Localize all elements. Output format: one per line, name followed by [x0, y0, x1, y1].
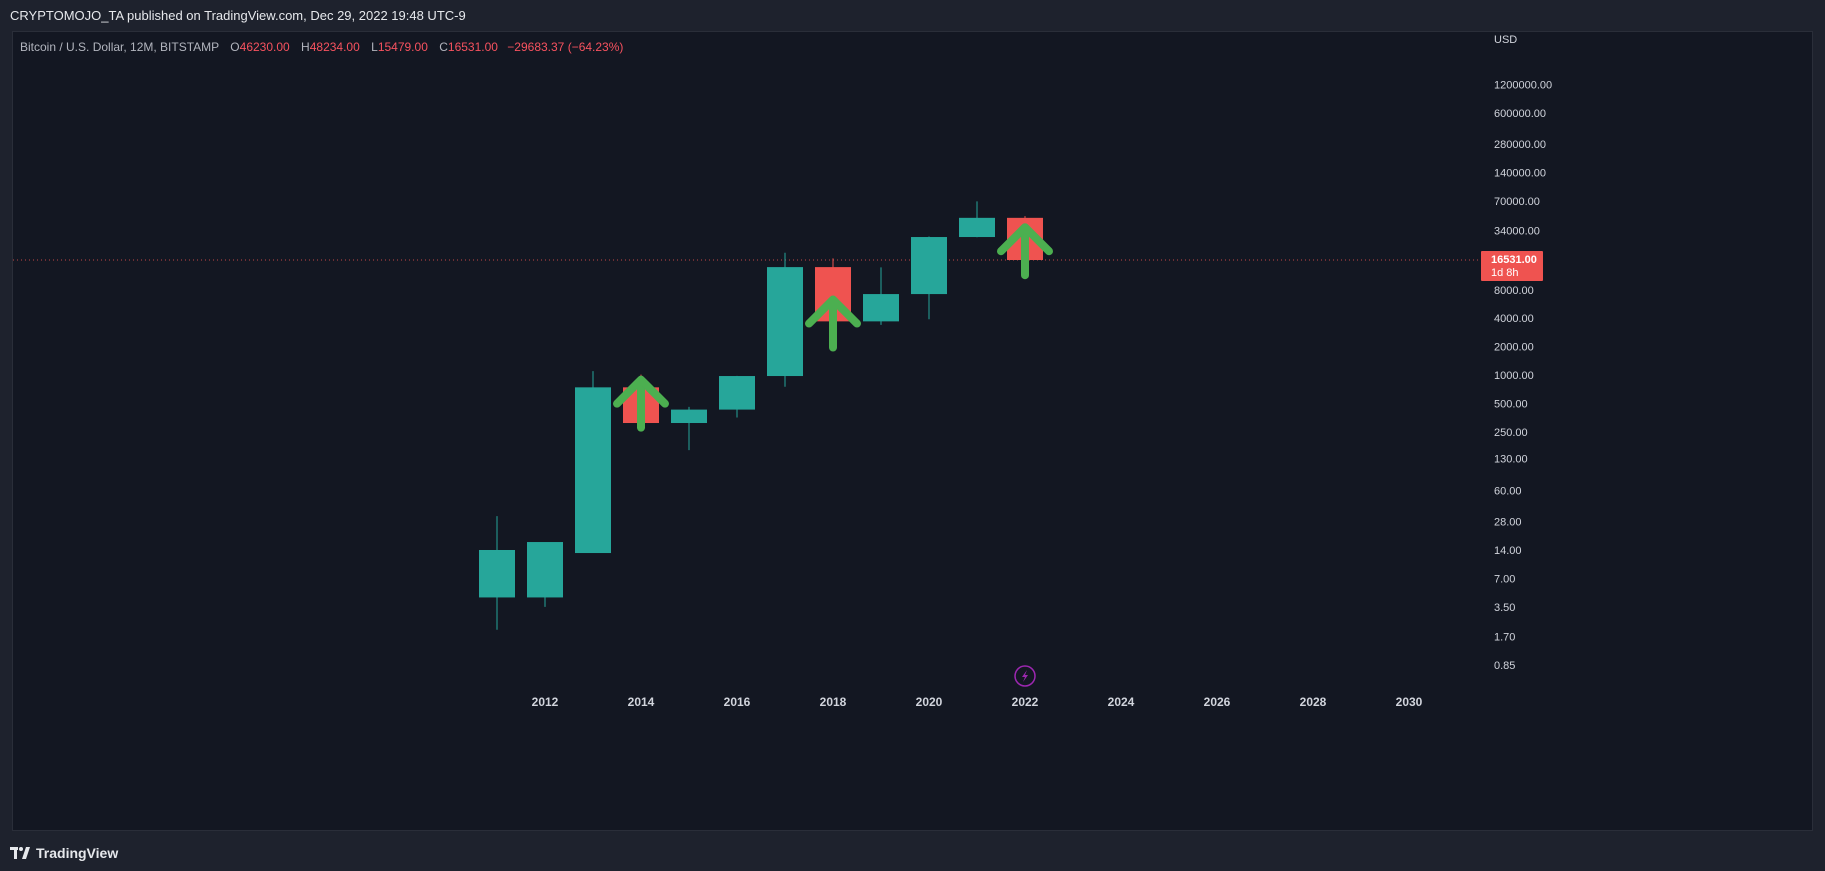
- y-axis-unit: USD: [1494, 34, 1517, 46]
- up-arrow-annotation-2[interactable]: [805, 295, 861, 352]
- current-price-value: 16531.00: [1491, 254, 1537, 266]
- y-tick-label: 250.00: [1494, 427, 1528, 439]
- x-tick-label: 2028: [1300, 695, 1327, 709]
- candle-body-2016: [719, 376, 755, 410]
- legend-open-label: O: [230, 40, 240, 54]
- y-tick-label: 1.70: [1494, 631, 1515, 643]
- legend-high-label: H: [301, 40, 310, 54]
- publish-bar: CRYPTOMOJO_TA published on TradingView.c…: [0, 0, 1825, 31]
- candlestick-chart[interactable]: USD 1200000.00 600000.00 280000.00 140000.00…: [13, 32, 1812, 830]
- candle-body-2019: [863, 294, 899, 322]
- chart-panel[interactable]: USD 1200000.00 600000.00 280000.00 140000.00…: [12, 31, 1813, 831]
- y-tick-label: 140000.00: [1494, 167, 1546, 179]
- candle-body-2017: [767, 267, 803, 377]
- y-tick-label: 28.00: [1494, 517, 1522, 529]
- publish-text: CRYPTOMOJO_TA published on TradingView.c…: [10, 8, 466, 23]
- y-tick-label: 600000.00: [1494, 108, 1546, 120]
- up-arrow-annotation-1[interactable]: [613, 375, 669, 432]
- lightning-event-icon: [1014, 665, 1036, 687]
- y-tick-label: 70000.00: [1494, 196, 1540, 208]
- legend-high-value: 48234.00: [309, 40, 360, 54]
- x-tick-label: 2024: [1108, 695, 1135, 709]
- x-tick-label: 2020: [916, 695, 943, 709]
- y-tick-label: 2000.00: [1494, 342, 1534, 354]
- y-tick-label: 14.00: [1494, 545, 1522, 557]
- y-tick-label: 1200000.00: [1494, 79, 1552, 91]
- y-tick-label: 0.85: [1494, 660, 1515, 672]
- y-tick-label: 130.00: [1494, 454, 1528, 466]
- current-price-tag: [1481, 251, 1543, 281]
- y-tick-label: 1000.00: [1494, 370, 1534, 382]
- x-tick-label: 2014: [628, 695, 655, 709]
- y-tick-label: 7.00: [1494, 573, 1515, 585]
- candle-body-2020: [911, 237, 947, 295]
- up-arrow-annotation-3[interactable]: [997, 223, 1053, 280]
- candle-body-2011: [479, 549, 515, 598]
- footer-brand: TradingView: [36, 844, 119, 861]
- legend-low-label: L: [371, 40, 378, 54]
- legend-close-value: 16531.00: [447, 40, 498, 54]
- x-tick-label: 2026: [1204, 695, 1231, 709]
- candle-body-2021: [959, 217, 995, 238]
- legend-change: −29683.37 (−64.23%): [507, 40, 624, 54]
- y-tick-label: 280000.00: [1494, 139, 1546, 151]
- current-price-countdown: 1d 8h: [1491, 267, 1519, 279]
- legend-symbol: Bitcoin / U.S. Dollar, 12M, BITSTAMP: [20, 40, 219, 54]
- y-tick-label: 500.00: [1494, 398, 1528, 410]
- footer-bar: TradingView: [0, 834, 1825, 871]
- y-tick-label: 8000.00: [1494, 285, 1534, 297]
- legend-open-value: 46230.00: [239, 40, 290, 54]
- candle-body-2015: [671, 409, 707, 424]
- y-tick-label: 3.50: [1494, 602, 1515, 614]
- x-tick-label: 2018: [820, 695, 847, 709]
- tradingview-logo-icon: [10, 846, 30, 859]
- x-tick-label: 2012: [532, 695, 559, 709]
- y-tick-label: 60.00: [1494, 485, 1522, 497]
- x-tick-label: 2022: [1012, 695, 1039, 709]
- y-tick-label: 34000.00: [1494, 225, 1540, 237]
- symbol-legend: Bitcoin / U.S. Dollar, 12M, BITSTAMP O46…: [20, 40, 623, 54]
- lightning-bolt-icon: [1022, 670, 1028, 682]
- candle-body-2013: [575, 387, 611, 554]
- x-tick-label: 2016: [724, 695, 751, 709]
- x-tick-label: 2030: [1396, 695, 1423, 709]
- candle-body-2012: [527, 542, 563, 598]
- y-tick-label: 4000.00: [1494, 313, 1534, 325]
- legend-low-value: 15479.00: [377, 40, 428, 54]
- legend-close-label: C: [439, 40, 448, 54]
